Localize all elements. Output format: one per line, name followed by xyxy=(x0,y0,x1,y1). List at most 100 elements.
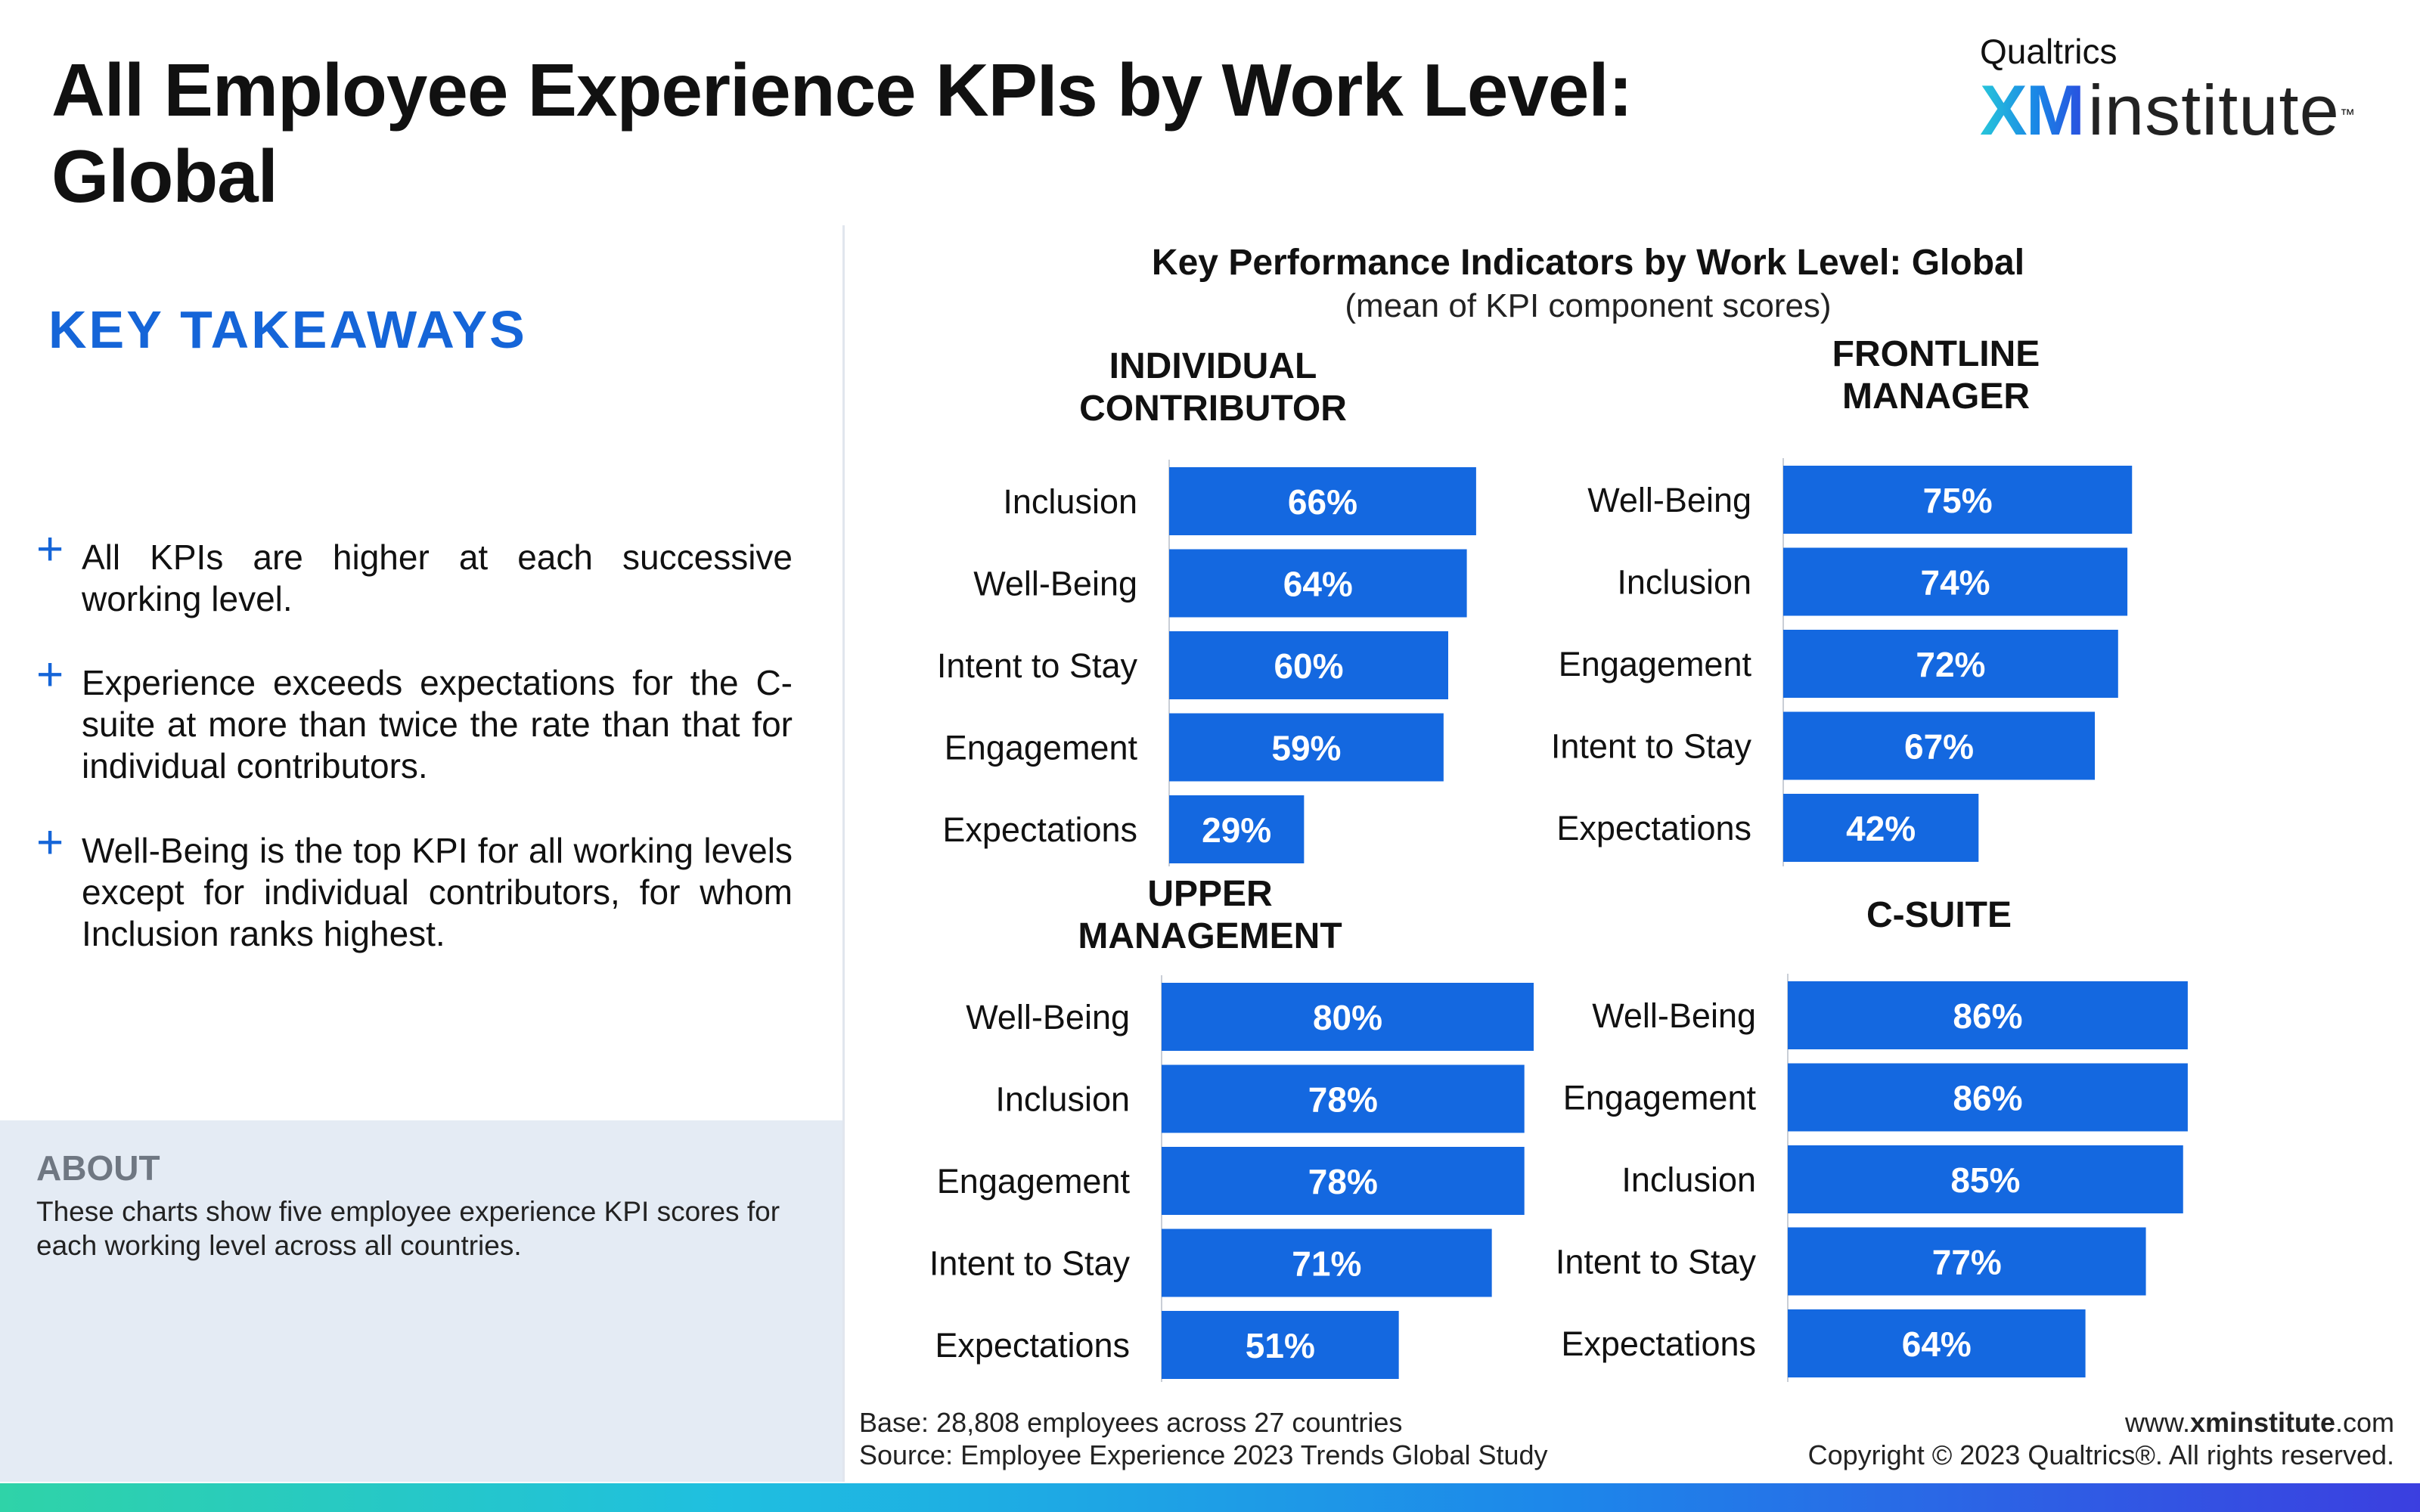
kpi-bar xyxy=(1169,631,1448,699)
value-label: 42% xyxy=(1846,809,1916,848)
logo-xm-text: XM xyxy=(1980,70,2085,150)
kpi-bar xyxy=(1783,547,2128,616)
value-label: 86% xyxy=(1953,996,2022,1036)
category-label: Expectations xyxy=(1561,1325,1756,1363)
value-label: 80% xyxy=(1313,998,1382,1037)
category-label: Engagement xyxy=(945,729,1138,767)
logo-main-text: XMinstitute™ xyxy=(1980,73,2355,148)
website-domain: xminstitute xyxy=(2189,1407,2335,1438)
chart-title: Key Performance Indicators by Work Level… xyxy=(1151,243,2025,283)
takeaway-item: + All KPIs are higher at each successive… xyxy=(36,526,793,620)
panel-title: FRONTLINE xyxy=(1832,334,2040,374)
source-note: Source: Employee Experience 2023 Trends … xyxy=(859,1439,1548,1470)
panel-title: INDIVIDUAL xyxy=(1109,346,1317,386)
category-label: Well-Being xyxy=(973,565,1137,603)
category-label: Well-Being xyxy=(966,998,1130,1036)
kpi-chart-panel: C-SUITE Well-Being 86% Engagement 86% Inclusi… xyxy=(1556,895,2188,1382)
kpi-bar xyxy=(1783,630,2118,698)
vertical-divider xyxy=(842,225,845,1482)
category-label: Intent to Stay xyxy=(929,1244,1131,1283)
website-suffix: .com xyxy=(2335,1407,2394,1438)
kpi-bar xyxy=(1783,711,2096,780)
kpi-bar xyxy=(1169,713,1444,782)
page-title-line-2: Global xyxy=(51,135,278,218)
qualtrics-xm-institute-logo: Qualtrics XMinstitute™ xyxy=(1980,30,2388,148)
category-label: Expectations xyxy=(942,810,1137,849)
kpi-bar xyxy=(1162,1311,1399,1379)
kpi-bar xyxy=(1788,981,2188,1049)
footer-source: Base: 28,808 employees across 27 countri… xyxy=(859,1406,1548,1471)
category-label: Inclusion xyxy=(1003,482,1137,521)
value-label: 60% xyxy=(1274,646,1343,686)
category-label: Engagement xyxy=(1559,645,1752,683)
value-label: 66% xyxy=(1288,482,1357,522)
plus-icon: + xyxy=(36,816,64,869)
panel-title: MANAGER xyxy=(1842,376,2030,417)
category-label: Inclusion xyxy=(1617,563,1751,602)
category-label: Engagement xyxy=(937,1162,1131,1201)
key-takeaways-heading: KEY TAKEAWAYS xyxy=(48,300,527,359)
takeaway-item: + Well-Being is the top KPI for all work… xyxy=(36,820,793,955)
about-panel: ABOUT These charts show five employee ex… xyxy=(0,1120,842,1482)
kpi-bar xyxy=(1788,1309,2086,1377)
value-label: 78% xyxy=(1308,1080,1378,1120)
value-label: 64% xyxy=(1283,565,1353,604)
category-label: Intent to Stay xyxy=(1551,727,1752,766)
logo-qualtrics-text: Qualtrics xyxy=(1980,32,2118,71)
logo-trademark: ™ xyxy=(2339,107,2355,123)
value-label: 77% xyxy=(1932,1243,2002,1282)
value-label: 59% xyxy=(1271,729,1341,768)
kpi-bar xyxy=(1162,1228,1492,1297)
plus-icon: + xyxy=(36,523,64,575)
plus-icon: + xyxy=(36,649,64,701)
category-label: Expectations xyxy=(935,1326,1130,1365)
about-text: These charts show five employee experien… xyxy=(36,1196,780,1261)
value-label: 75% xyxy=(1923,481,1993,520)
category-label: Expectations xyxy=(1556,809,1751,847)
category-label: Intent to Stay xyxy=(937,646,1138,685)
value-label: 86% xyxy=(1953,1079,2022,1118)
value-label: 51% xyxy=(1246,1326,1315,1365)
footer-copyright: www.xminstitute.com Copyright © 2023 Qua… xyxy=(1808,1406,2394,1471)
page-title: All Employee Experience KPIs by Work Lev… xyxy=(51,47,1882,219)
website-link[interactable]: www.xminstitute.com xyxy=(1808,1406,2394,1439)
value-label: 71% xyxy=(1292,1244,1361,1284)
kpi-bar xyxy=(1783,794,1979,862)
takeaway-item: + Experience exceeds expectations for th… xyxy=(36,652,793,787)
category-label: Engagement xyxy=(1563,1079,1757,1117)
category-label: Inclusion xyxy=(995,1080,1130,1119)
value-label: 29% xyxy=(1202,810,1271,850)
kpi-bar xyxy=(1788,1227,2146,1296)
value-label: 85% xyxy=(1950,1160,2020,1200)
logo-institute-text: institute xyxy=(2088,70,2340,150)
category-label: Inclusion xyxy=(1621,1160,1756,1199)
kpi-bar xyxy=(1162,983,1534,1051)
base-note: Base: 28,808 employees across 27 countri… xyxy=(859,1407,1403,1438)
takeaway-text: Well-Being is the top KPI for all workin… xyxy=(82,831,793,953)
value-label: 78% xyxy=(1308,1162,1378,1201)
gradient-footer-bar xyxy=(0,1483,2420,1512)
about-heading: ABOUT xyxy=(36,1148,160,1188)
kpi-bar xyxy=(1783,466,2133,534)
category-label: Well-Being xyxy=(1592,996,1756,1035)
kpi-bar xyxy=(1169,549,1467,618)
panel-title: MANAGEMENT xyxy=(1078,916,1342,956)
kpi-bar xyxy=(1162,1147,1525,1215)
value-label: 72% xyxy=(1916,645,1985,684)
copyright-note: Copyright © 2023 Qualtrics®. All rights … xyxy=(1807,1439,2394,1470)
kpi-bar xyxy=(1788,1063,2188,1132)
panel-title: C-SUITE xyxy=(1866,895,2012,935)
category-label: Intent to Stay xyxy=(1556,1243,1757,1281)
value-label: 74% xyxy=(1921,563,1990,603)
page-title-line-1: All Employee Experience KPIs by Work Lev… xyxy=(51,48,1633,132)
kpi-bar xyxy=(1788,1145,2183,1213)
takeaway-text: Experience exceeds expectations for the … xyxy=(82,663,793,785)
takeaway-text: All KPIs are higher at each successive w… xyxy=(82,538,793,618)
kpi-bar xyxy=(1162,1064,1525,1133)
kpi-bar xyxy=(1169,467,1476,535)
panel-title: CONTRIBUTOR xyxy=(1079,389,1347,429)
kpi-bar xyxy=(1169,795,1305,863)
